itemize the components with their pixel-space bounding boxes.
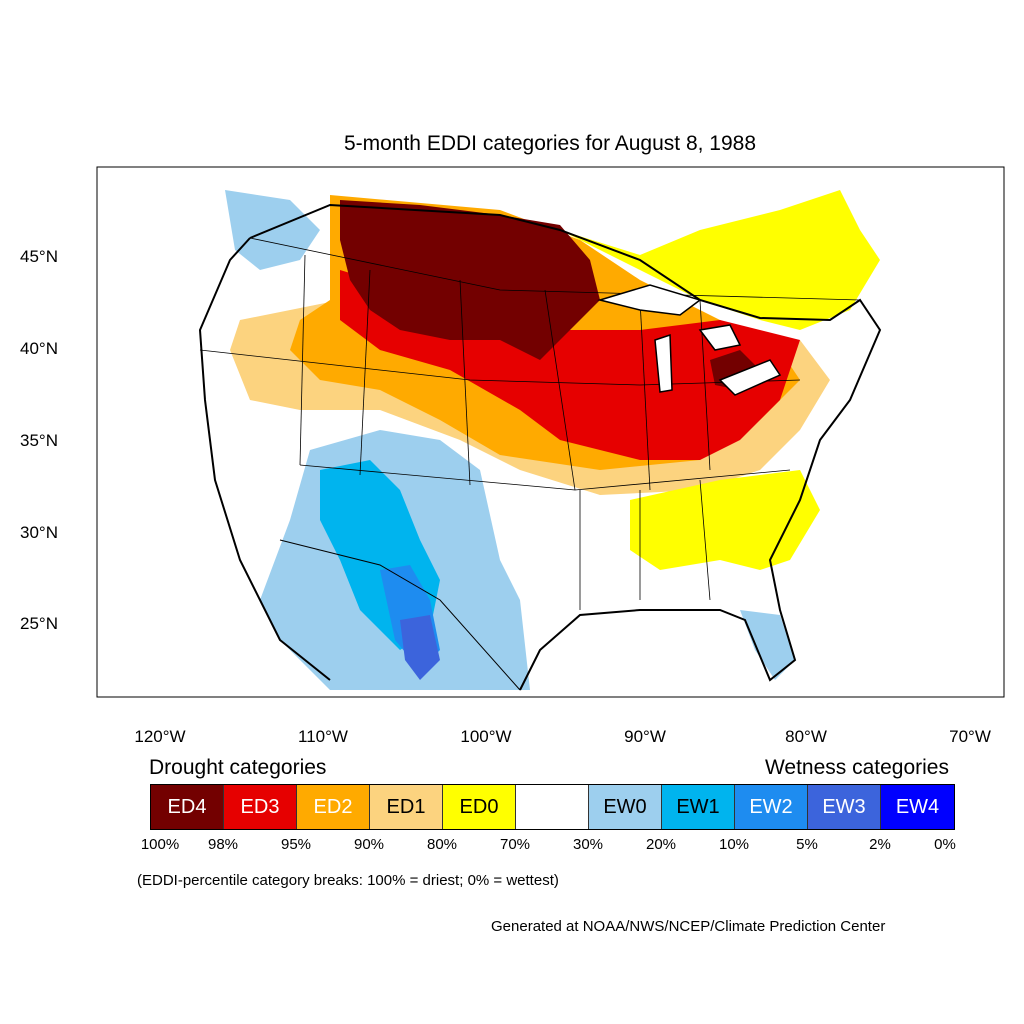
region-ew0-nw [225, 190, 320, 270]
region-ew3 [400, 615, 440, 680]
region-ed0-se [630, 470, 820, 570]
credit-line: Generated at NOAA/NWS/NCEP/Climate Predi… [491, 918, 886, 935]
colorbar-break-label: 30% [572, 836, 604, 853]
lat-label-40: 40°N [20, 339, 58, 358]
lon-label-90: 90°W [624, 727, 666, 746]
lon-label-120: 120°W [134, 727, 186, 746]
lat-label-30: 30°N [20, 523, 58, 542]
state-boundaries [199, 237, 861, 610]
colorbar-break-label: 20% [645, 836, 677, 853]
map-title: 5-month EDDI categories for August 8, 19… [343, 132, 757, 155]
wetness-categories-heading: Wetness categories [764, 756, 949, 779]
lon-label-70: 70°W [949, 727, 991, 746]
region-ed0 [560, 190, 880, 330]
lat-label-25: 25°N [20, 614, 58, 633]
region-ed4 [340, 200, 600, 360]
lon-label-110: 110°W [298, 727, 348, 746]
lat-label-35: 35°N [20, 431, 58, 450]
coastline [198, 203, 882, 691]
colorbar-box-ed1: ED1 [370, 785, 443, 829]
colorbar-break-label: 98% [207, 836, 239, 853]
category-colorbar: ED4 ED3 ED2 ED1 ED0 EW0 EW1 EW2 EW3 EW4 [150, 784, 955, 830]
colorbar-break-label: 70% [499, 836, 531, 853]
colorbar-break-label: 5% [796, 836, 818, 853]
colorbar-break-label: 0% [934, 836, 956, 853]
region-ew0-fl [740, 610, 795, 680]
drought-categories-heading: Drought categories [149, 756, 327, 779]
colorbar-box-ed3: ED3 [224, 785, 297, 829]
lon-label-80: 80°W [785, 727, 827, 746]
colorbar-box-ew1: EW1 [662, 785, 735, 829]
colorbar-box-ed4: ED4 [151, 785, 224, 829]
category-note: (EDDI-percentile category breaks: 100% =… [137, 872, 559, 889]
colorbar-box-ed2: ED2 [297, 785, 370, 829]
colorbar-box-ew4: EW4 [881, 785, 954, 829]
colorbar-break-label: 90% [353, 836, 385, 853]
lat-label-45: 45°N [20, 247, 58, 266]
mexico-border [279, 539, 521, 691]
colorbar-break-label: 100% [140, 836, 180, 853]
colorbar-box-ed0: ED0 [443, 785, 516, 829]
colorbar-box-ew2: EW2 [735, 785, 808, 829]
colorbar-break-label: 2% [869, 836, 891, 853]
lon-label-100: 100°W [460, 727, 512, 746]
colorbar-box-neutral [516, 785, 589, 829]
colorbar-break-label: 95% [280, 836, 312, 853]
great-lakes [597, 284, 782, 396]
colorbar-box-ew3: EW3 [808, 785, 881, 829]
colorbar-break-label: 10% [718, 836, 750, 853]
colorbar-box-ew0: EW0 [589, 785, 662, 829]
colorbar-break-label: 80% [426, 836, 458, 853]
